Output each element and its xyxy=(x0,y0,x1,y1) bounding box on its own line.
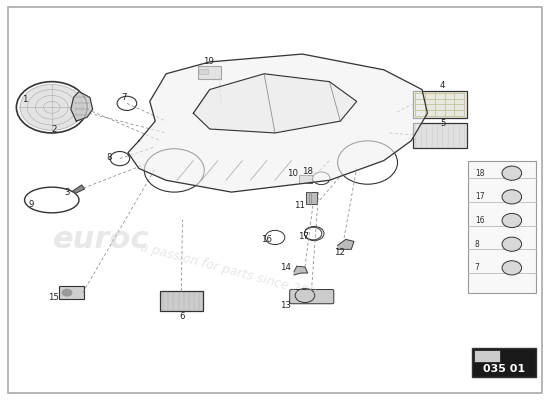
Text: 18: 18 xyxy=(302,167,313,176)
Text: 16: 16 xyxy=(475,216,485,225)
FancyBboxPatch shape xyxy=(59,286,84,299)
Text: 15: 15 xyxy=(48,293,59,302)
Text: euroc: euroc xyxy=(53,225,149,254)
Circle shape xyxy=(502,166,521,180)
Polygon shape xyxy=(294,266,307,275)
FancyBboxPatch shape xyxy=(290,290,334,304)
FancyBboxPatch shape xyxy=(412,123,466,148)
FancyBboxPatch shape xyxy=(474,350,501,362)
Text: 6: 6 xyxy=(180,312,185,321)
Polygon shape xyxy=(194,74,356,133)
Circle shape xyxy=(502,261,521,275)
Text: a passion for parts since 2004: a passion for parts since 2004 xyxy=(139,240,324,302)
Text: 10: 10 xyxy=(287,169,298,178)
Circle shape xyxy=(62,289,73,297)
FancyBboxPatch shape xyxy=(306,192,317,204)
FancyBboxPatch shape xyxy=(472,348,536,377)
FancyBboxPatch shape xyxy=(160,291,202,311)
Polygon shape xyxy=(71,92,92,121)
FancyBboxPatch shape xyxy=(199,70,208,74)
Text: 18: 18 xyxy=(475,169,485,178)
Text: 16: 16 xyxy=(261,235,272,244)
Polygon shape xyxy=(338,240,354,249)
Text: 8: 8 xyxy=(107,153,112,162)
Circle shape xyxy=(19,84,85,131)
Text: 3: 3 xyxy=(64,188,70,198)
Text: 035 01: 035 01 xyxy=(483,364,525,374)
FancyBboxPatch shape xyxy=(468,160,536,293)
Text: 19: 19 xyxy=(203,58,214,66)
Text: 4: 4 xyxy=(440,81,446,90)
FancyBboxPatch shape xyxy=(197,66,221,78)
Text: 17: 17 xyxy=(298,232,309,241)
Text: 11: 11 xyxy=(294,202,305,210)
Text: 7: 7 xyxy=(475,263,480,272)
Polygon shape xyxy=(128,54,427,192)
Circle shape xyxy=(502,237,521,251)
Circle shape xyxy=(502,190,521,204)
FancyBboxPatch shape xyxy=(299,175,312,183)
Text: 2: 2 xyxy=(52,124,57,134)
Circle shape xyxy=(502,214,521,228)
Text: 17: 17 xyxy=(475,192,485,201)
Text: 5: 5 xyxy=(440,118,446,128)
Text: 9: 9 xyxy=(29,200,34,209)
Text: 13: 13 xyxy=(280,301,292,310)
Polygon shape xyxy=(73,185,85,193)
Text: 12: 12 xyxy=(334,248,345,256)
Text: 7: 7 xyxy=(121,93,126,102)
Text: 14: 14 xyxy=(280,262,292,272)
FancyBboxPatch shape xyxy=(412,91,466,118)
Text: 1: 1 xyxy=(22,95,28,104)
Text: 8: 8 xyxy=(475,240,480,249)
